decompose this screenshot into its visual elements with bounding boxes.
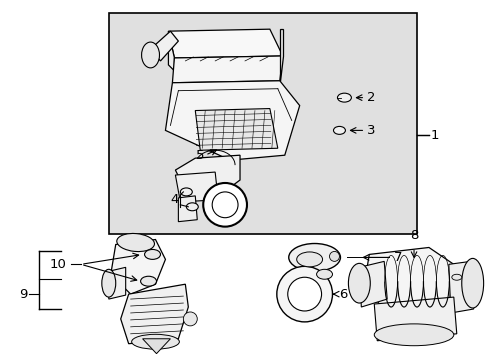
Circle shape [287, 277, 321, 311]
Ellipse shape [461, 258, 483, 308]
Text: 8: 8 [409, 229, 417, 242]
Bar [108, 13, 416, 234]
Circle shape [203, 183, 246, 227]
Polygon shape [150, 31, 178, 61]
Ellipse shape [333, 126, 345, 134]
Circle shape [329, 251, 339, 261]
Ellipse shape [117, 234, 154, 252]
Polygon shape [168, 29, 282, 58]
Text: 10: 10 [49, 258, 66, 271]
Polygon shape [364, 247, 453, 317]
Text: 4: 4 [170, 193, 178, 206]
Polygon shape [111, 239, 165, 294]
Polygon shape [108, 267, 125, 299]
Polygon shape [195, 109, 277, 150]
Ellipse shape [451, 274, 461, 280]
Text: 9: 9 [19, 288, 28, 301]
Text: 3: 3 [366, 124, 375, 137]
Circle shape [212, 192, 238, 218]
Circle shape [276, 266, 332, 322]
Ellipse shape [144, 249, 160, 260]
Polygon shape [168, 31, 174, 71]
Text: 1: 1 [430, 129, 439, 142]
Ellipse shape [141, 276, 156, 286]
Text: 6: 6 [339, 288, 347, 301]
Polygon shape [175, 172, 218, 202]
Polygon shape [172, 56, 282, 83]
Polygon shape [359, 261, 386, 307]
Ellipse shape [186, 203, 198, 211]
Polygon shape [448, 261, 473, 313]
Polygon shape [175, 155, 240, 195]
Ellipse shape [316, 269, 332, 279]
Polygon shape [165, 81, 299, 160]
Ellipse shape [288, 243, 340, 271]
Text: 5: 5 [195, 149, 204, 162]
Polygon shape [121, 284, 188, 344]
Circle shape [183, 312, 197, 326]
Text: 7: 7 [393, 251, 402, 264]
Ellipse shape [142, 42, 159, 68]
Polygon shape [142, 339, 170, 354]
Polygon shape [279, 29, 282, 81]
Ellipse shape [296, 252, 322, 267]
Ellipse shape [347, 264, 369, 303]
Ellipse shape [180, 188, 192, 196]
Ellipse shape [131, 334, 179, 349]
Ellipse shape [337, 93, 351, 102]
Text: 2: 2 [366, 91, 375, 104]
Polygon shape [373, 297, 456, 341]
Ellipse shape [102, 269, 116, 297]
Polygon shape [178, 196, 197, 222]
Ellipse shape [373, 324, 453, 346]
